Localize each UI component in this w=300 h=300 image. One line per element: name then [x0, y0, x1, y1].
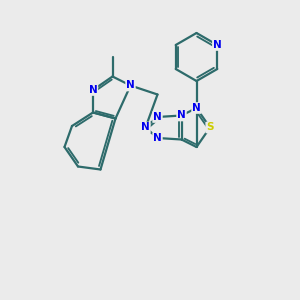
- Text: N: N: [88, 85, 98, 95]
- Text: N: N: [126, 80, 135, 91]
- Text: N: N: [153, 133, 162, 143]
- Text: N: N: [213, 40, 222, 50]
- Text: N: N: [141, 122, 150, 133]
- Text: S: S: [206, 122, 214, 133]
- Text: N: N: [177, 110, 186, 121]
- Text: N: N: [192, 103, 201, 113]
- Text: N: N: [153, 112, 162, 122]
